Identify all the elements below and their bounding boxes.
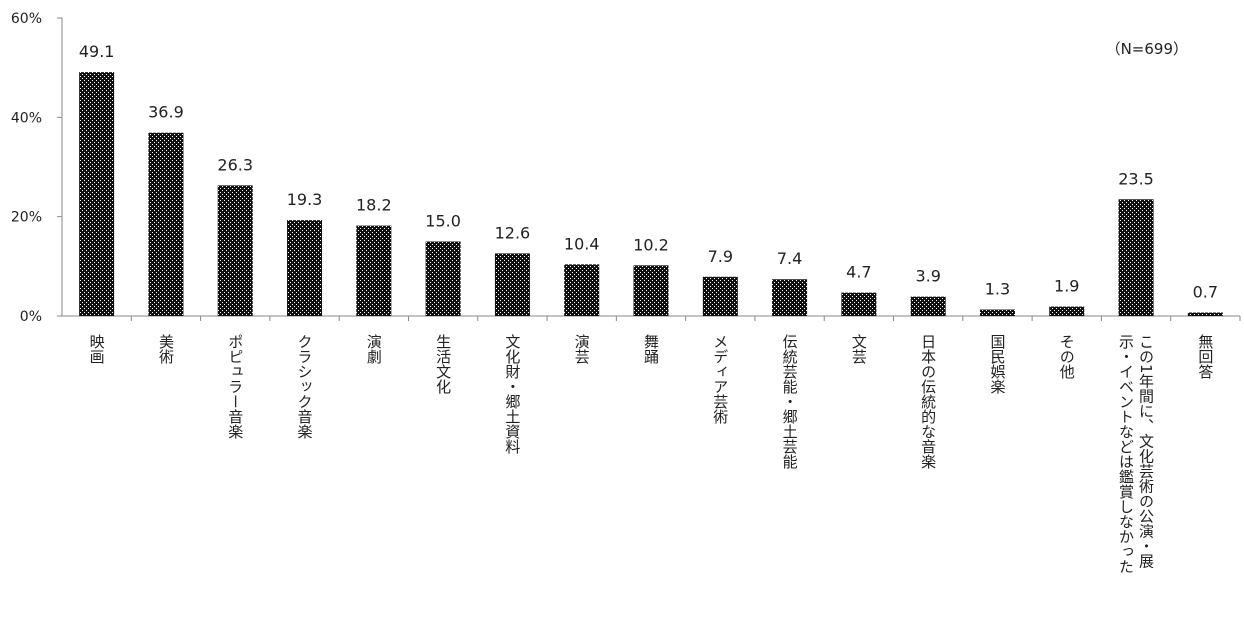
category-label: 無回答 — [1196, 334, 1214, 379]
bar — [425, 241, 461, 316]
y-tick-label: 20% — [11, 210, 42, 226]
bar-value-label: 3.9 — [915, 267, 940, 286]
bar-value-label: 10.4 — [564, 234, 600, 253]
category-label: 文芸 — [850, 334, 868, 365]
y-tick-label: 40% — [11, 110, 42, 126]
bar — [772, 279, 808, 316]
category-label: 伝統芸能・郷土芸能 — [781, 334, 799, 470]
category-label: 演劇 — [365, 334, 383, 365]
category-label: その他 — [1058, 334, 1076, 380]
category-label: 生活文化 — [434, 334, 452, 394]
bar — [494, 253, 530, 316]
bar-value-label: 12.6 — [495, 223, 531, 242]
bar-value-label: 26.3 — [217, 155, 253, 174]
bar — [1118, 199, 1154, 316]
bar — [148, 132, 184, 316]
bar-value-label: 7.4 — [777, 249, 802, 268]
y-tick-label: 60% — [11, 11, 42, 27]
bar — [910, 296, 946, 316]
bar-value-label: 36.9 — [148, 103, 184, 122]
bar — [841, 292, 877, 316]
bar — [287, 220, 323, 316]
category-label: 日本の伝統的な音楽 — [919, 334, 937, 469]
bar — [79, 72, 115, 317]
bar-value-label: 7.9 — [708, 247, 733, 266]
category-label: ポピュラー音楽 — [226, 334, 244, 439]
bar-value-label: 19.3 — [287, 190, 323, 209]
category-label: 映画 — [88, 334, 106, 364]
bar-value-label: 1.3 — [985, 280, 1010, 299]
category-label: この1年間に、文化芸術の公演・展 — [1137, 334, 1155, 569]
bar-value-label: 4.7 — [846, 263, 871, 282]
bar — [356, 225, 392, 316]
category-label: 美術 — [157, 334, 175, 365]
category-label: 文化財・郷土資料 — [503, 334, 521, 454]
category-label: 演芸 — [573, 334, 591, 365]
category-label: メディア芸術 — [711, 334, 729, 425]
category-label: 国民娯楽 — [988, 334, 1006, 394]
bar-value-label: 49.1 — [79, 42, 115, 61]
bar-value-label: 1.9 — [1054, 277, 1079, 296]
sample-size-note: （N=699） — [1105, 40, 1188, 58]
bar — [217, 185, 253, 316]
bar — [564, 264, 600, 316]
category-label: クラシック音楽 — [296, 334, 314, 439]
bar — [633, 265, 669, 316]
bar-value-label: 0.7 — [1193, 283, 1218, 302]
bar-value-label: 23.5 — [1118, 169, 1154, 188]
bar — [1049, 306, 1085, 316]
bar-value-label: 10.2 — [633, 235, 669, 254]
bar-value-label: 18.2 — [356, 196, 392, 215]
bar-value-label: 15.0 — [425, 212, 461, 231]
y-tick-label: 0% — [20, 309, 42, 325]
bar — [979, 309, 1015, 316]
category-label: 舞踊 — [642, 334, 660, 364]
bar — [702, 276, 738, 316]
category-label: 示・イベントなどは鑑賞しなかった — [1117, 334, 1135, 574]
bar — [1187, 312, 1223, 316]
